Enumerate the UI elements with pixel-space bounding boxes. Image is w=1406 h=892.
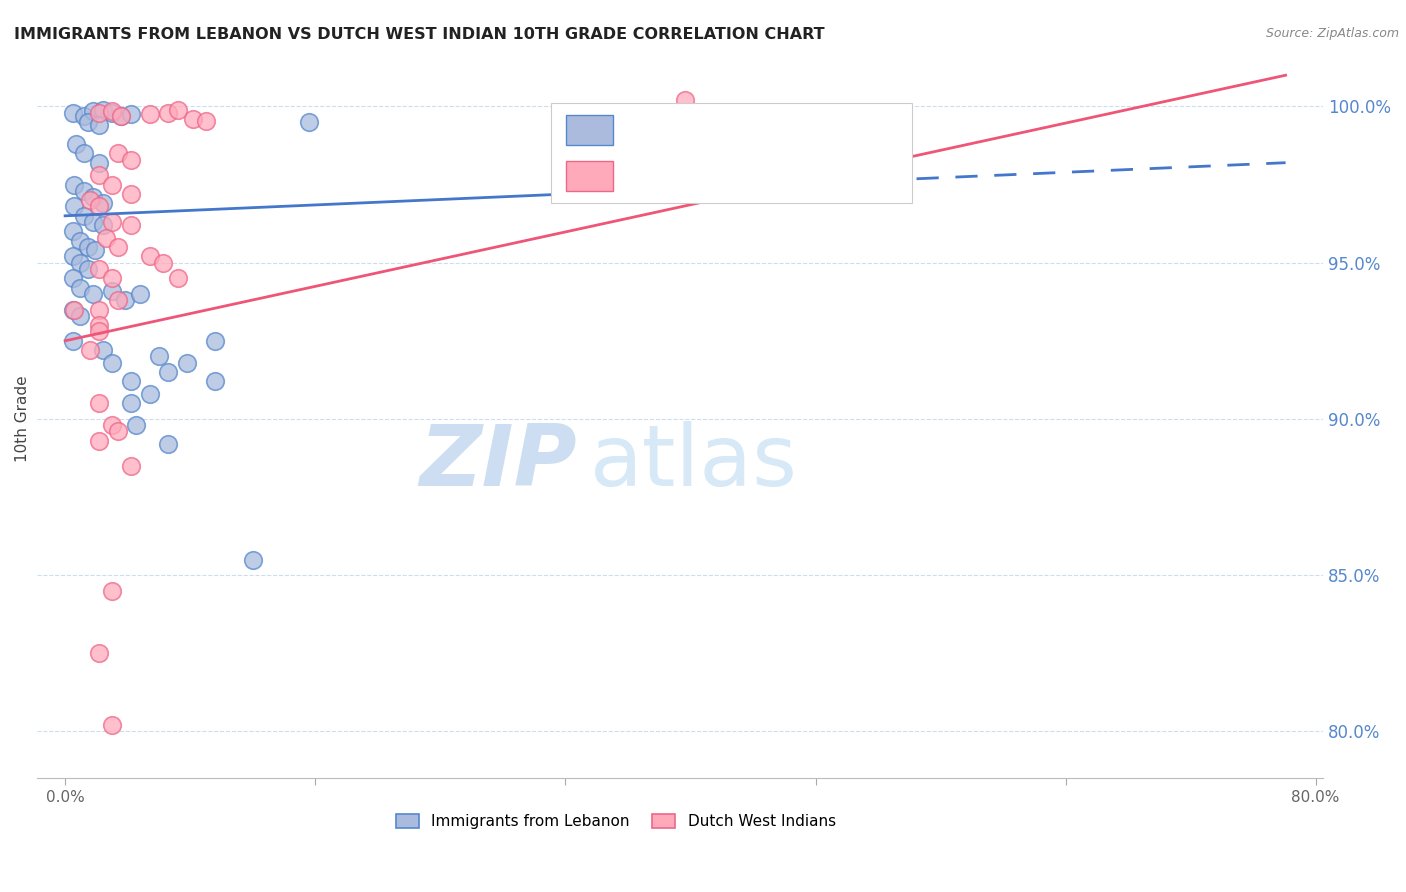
Point: [76, 240, 98, 254]
Point: [63, 302, 86, 317]
Point: [62, 249, 84, 263]
Point: [82, 215, 104, 229]
Point: [194, 113, 217, 128]
Point: [101, 284, 124, 298]
Point: [157, 437, 180, 451]
Point: [73, 184, 96, 198]
Point: [101, 418, 124, 433]
Point: [87, 199, 110, 213]
Point: [120, 186, 142, 201]
Point: [87, 302, 110, 317]
Point: [138, 249, 160, 263]
Text: IMMIGRANTS FROM LEBANON VS DUTCH WEST INDIAN 10TH GRADE CORRELATION CHART: IMMIGRANTS FROM LEBANON VS DUTCH WEST IN…: [14, 27, 825, 42]
Point: [87, 262, 110, 277]
Point: [101, 718, 124, 732]
Point: [82, 104, 104, 119]
Text: Source: ZipAtlas.com: Source: ZipAtlas.com: [1265, 27, 1399, 40]
Point: [157, 105, 180, 120]
Point: [76, 262, 98, 277]
Text: ZIP: ZIP: [419, 420, 576, 503]
Point: [62, 105, 84, 120]
Point: [96, 230, 118, 244]
Point: [79, 343, 101, 358]
Point: [120, 375, 142, 389]
Point: [107, 293, 129, 308]
Point: [120, 458, 142, 473]
Point: [101, 105, 124, 120]
Point: [69, 281, 91, 295]
Point: [62, 224, 84, 238]
Point: [101, 356, 124, 370]
Point: [69, 255, 91, 269]
Point: [107, 425, 129, 439]
Point: [204, 334, 226, 348]
Point: [82, 190, 104, 204]
Point: [62, 302, 84, 317]
Point: [101, 104, 124, 119]
Point: [120, 107, 142, 121]
Point: [181, 112, 204, 126]
Point: [110, 109, 132, 123]
Point: [101, 178, 124, 192]
Point: [152, 255, 174, 269]
Point: [87, 325, 110, 339]
Point: [76, 115, 98, 129]
Point: [73, 109, 96, 123]
Legend: Immigrants from Lebanon, Dutch West Indians: Immigrants from Lebanon, Dutch West Indi…: [389, 808, 842, 835]
Point: [125, 418, 148, 433]
Point: [114, 293, 136, 308]
Point: [84, 243, 107, 257]
Point: [69, 234, 91, 248]
Point: [107, 146, 129, 161]
Point: [166, 103, 188, 117]
Point: [204, 375, 226, 389]
Point: [63, 199, 86, 213]
Point: [166, 271, 188, 285]
Point: [242, 552, 264, 566]
Point: [79, 193, 101, 207]
Text: atlas: atlas: [591, 420, 799, 503]
Point: [82, 287, 104, 301]
Point: [101, 271, 124, 285]
Point: [120, 153, 142, 167]
Point: [101, 583, 124, 598]
Point: [157, 365, 180, 379]
Point: [176, 356, 198, 370]
Point: [673, 93, 696, 107]
Point: [91, 343, 114, 358]
Point: [138, 107, 160, 121]
Point: [87, 396, 110, 410]
Point: [91, 196, 114, 211]
Point: [87, 318, 110, 333]
Point: [91, 218, 114, 232]
Point: [91, 103, 114, 117]
Point: [73, 146, 96, 161]
Point: [63, 178, 86, 192]
Point: [87, 155, 110, 169]
Point: [110, 109, 132, 123]
Point: [101, 215, 124, 229]
Point: [298, 115, 321, 129]
Point: [62, 271, 84, 285]
Point: [73, 209, 96, 223]
Point: [138, 387, 160, 401]
Point: [129, 287, 152, 301]
Point: [87, 118, 110, 132]
Point: [120, 218, 142, 232]
Point: [87, 646, 110, 660]
Point: [65, 136, 87, 151]
Point: [87, 168, 110, 182]
Point: [107, 240, 129, 254]
Point: [62, 334, 84, 348]
Point: [120, 396, 142, 410]
Point: [148, 350, 170, 364]
Point: [69, 309, 91, 323]
Y-axis label: 10th Grade: 10th Grade: [15, 376, 30, 462]
Point: [87, 434, 110, 448]
Point: [87, 105, 110, 120]
